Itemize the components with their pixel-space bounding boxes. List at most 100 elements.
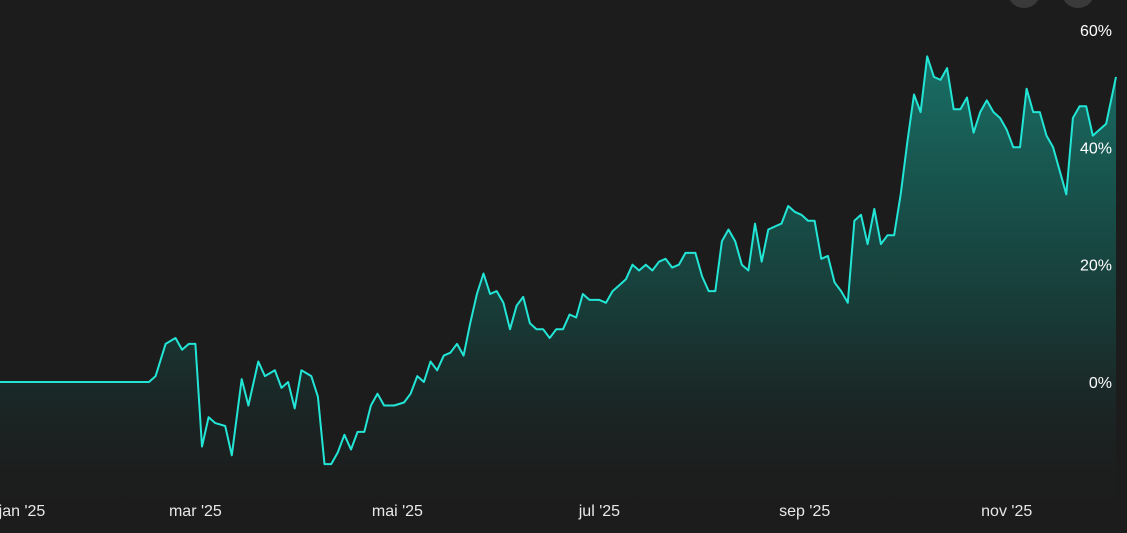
data-point bbox=[330, 463, 332, 465]
data-point bbox=[1012, 146, 1014, 148]
x-tick-label: jul '25 bbox=[578, 503, 620, 520]
data-point bbox=[575, 317, 577, 319]
data-point bbox=[966, 97, 968, 99]
data-point bbox=[781, 223, 783, 225]
data-point bbox=[1026, 88, 1028, 90]
data-point bbox=[201, 446, 203, 448]
data-point bbox=[1105, 123, 1107, 125]
data-point bbox=[350, 449, 352, 451]
data-point bbox=[589, 299, 591, 301]
data-point bbox=[1046, 135, 1048, 137]
data-point bbox=[181, 349, 183, 351]
data-point bbox=[337, 451, 339, 453]
data-point bbox=[363, 431, 365, 433]
data-point bbox=[638, 270, 640, 272]
data-point bbox=[423, 381, 425, 383]
data-point bbox=[887, 234, 889, 236]
data-point bbox=[300, 369, 302, 371]
data-point bbox=[416, 375, 418, 377]
data-point bbox=[1115, 76, 1117, 78]
x-tick-label: nov '25 bbox=[981, 503, 1032, 520]
data-point bbox=[1052, 146, 1054, 148]
y-tick-label: 0% bbox=[1089, 375, 1112, 392]
data-point bbox=[1032, 111, 1034, 113]
data-point bbox=[820, 258, 822, 260]
data-point bbox=[496, 290, 498, 292]
data-point bbox=[310, 375, 312, 377]
data-point bbox=[45, 381, 47, 383]
data-point bbox=[986, 99, 988, 101]
data-point bbox=[175, 337, 177, 339]
data-point bbox=[953, 108, 955, 110]
data-point bbox=[860, 214, 862, 216]
data-point bbox=[287, 381, 289, 383]
data-point bbox=[155, 375, 157, 377]
data-point bbox=[800, 214, 802, 216]
data-point bbox=[274, 369, 276, 371]
data-point bbox=[502, 302, 504, 304]
y-tick-label: 60% bbox=[1080, 23, 1112, 40]
data-point bbox=[701, 275, 703, 277]
x-tick-label: jan '25 bbox=[0, 503, 45, 520]
data-point bbox=[605, 302, 607, 304]
data-point bbox=[489, 293, 491, 295]
data-point bbox=[979, 111, 981, 113]
data-point bbox=[794, 211, 796, 213]
data-point bbox=[1059, 170, 1061, 172]
data-point bbox=[827, 255, 829, 257]
data-point bbox=[973, 132, 975, 134]
x-axis: jan '25 mar '25 mai '25 jul '25 sep '25 nov '… bbox=[0, 503, 1032, 520]
data-point bbox=[281, 387, 283, 389]
data-point bbox=[343, 434, 345, 436]
data-point bbox=[658, 261, 660, 263]
data-point bbox=[873, 208, 875, 210]
data-point bbox=[522, 296, 524, 298]
data-point bbox=[241, 378, 243, 380]
data-point bbox=[370, 405, 372, 407]
data-point bbox=[569, 314, 571, 316]
data-point bbox=[456, 343, 458, 345]
x-tick-label: mai '25 bbox=[372, 503, 423, 520]
data-point bbox=[188, 343, 190, 345]
data-point bbox=[483, 273, 485, 275]
data-point bbox=[549, 337, 551, 339]
y-axis: 60% 40% 20% 0% bbox=[1080, 23, 1112, 392]
data-point bbox=[214, 422, 216, 424]
data-point bbox=[582, 293, 584, 295]
data-point bbox=[787, 205, 789, 207]
series-area-fill bbox=[0, 56, 1116, 531]
data-point bbox=[1085, 105, 1087, 107]
data-point bbox=[734, 240, 736, 242]
data-point bbox=[618, 284, 620, 286]
data-point bbox=[224, 425, 226, 427]
data-point bbox=[598, 299, 600, 301]
data-point bbox=[900, 193, 902, 195]
y-tick-label: 20% bbox=[1080, 258, 1112, 275]
corner-button-right[interactable] bbox=[1062, 0, 1094, 8]
data-point bbox=[651, 270, 653, 272]
data-point bbox=[231, 454, 233, 456]
corner-button-left[interactable] bbox=[1008, 0, 1040, 8]
data-point bbox=[893, 234, 895, 236]
data-point bbox=[294, 407, 296, 409]
data-point bbox=[747, 270, 749, 272]
data-point bbox=[1019, 146, 1021, 148]
data-point bbox=[834, 281, 836, 283]
data-point bbox=[708, 290, 710, 292]
data-point bbox=[959, 108, 961, 110]
data-point bbox=[946, 67, 948, 69]
data-point bbox=[741, 264, 743, 266]
data-point bbox=[665, 258, 667, 260]
data-point bbox=[1072, 117, 1074, 119]
data-point bbox=[853, 220, 855, 222]
data-point bbox=[357, 431, 359, 433]
data-point bbox=[814, 220, 816, 222]
data-point bbox=[165, 343, 167, 345]
data-point bbox=[1006, 129, 1008, 131]
data-point bbox=[767, 229, 769, 231]
data-point bbox=[920, 111, 922, 113]
data-point bbox=[476, 293, 478, 295]
data-point bbox=[1039, 111, 1041, 113]
data-point bbox=[880, 243, 882, 245]
